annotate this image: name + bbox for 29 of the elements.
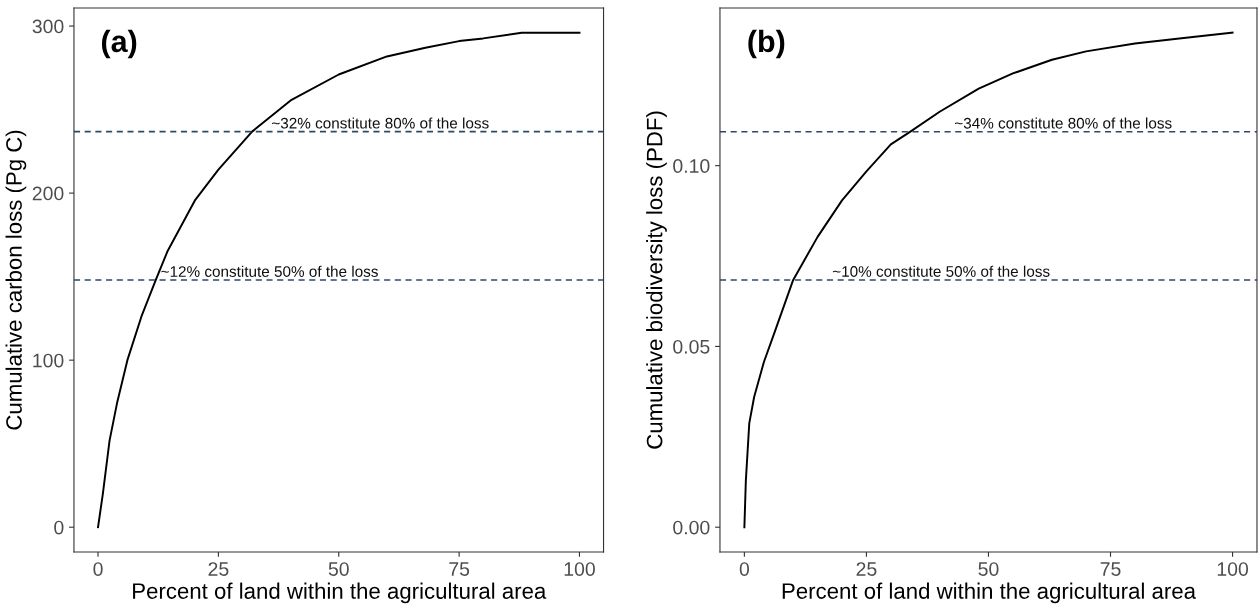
- line-series: [97, 31, 581, 529]
- x-tick-label: 100: [564, 562, 595, 576]
- text: (a): [101, 29, 137, 59]
- x-tick-label: 50: [978, 562, 999, 576]
- x-tick-label: 0: [739, 562, 750, 576]
- x-tick-label: 50: [328, 562, 349, 576]
- line-series: [743, 31, 1234, 529]
- y-tick-label: 0: [54, 520, 64, 535]
- text: (b): [748, 29, 785, 59]
- x-tick-label: 25: [208, 562, 229, 576]
- x-axis-title: Percent of land within the agricultural area: [133, 582, 547, 604]
- y-tick-label: 300: [32, 19, 64, 34]
- x-tick-label: 25: [856, 562, 877, 576]
- y-tick-label: 100: [33, 353, 64, 368]
- y-tick-label: 0.00: [673, 520, 710, 535]
- y-tick-label: 0.10: [673, 159, 710, 173]
- annotation: ~34% constitute 80% of the loss: [954, 117, 1172, 129]
- y-tick-label: 200: [32, 186, 64, 201]
- y-tick-label: 0.05: [673, 339, 710, 354]
- x-tick-label: 100: [1217, 562, 1249, 576]
- x-tick-label: 75: [1100, 562, 1121, 576]
- x-tick-label: 0: [93, 562, 103, 576]
- annotation: ~12% constitute 50% of the loss: [161, 265, 378, 277]
- annotation: ~32% constitute 80% of the loss: [272, 117, 489, 129]
- x-tick-label: 75: [449, 562, 470, 576]
- y-axis-title: Cumulative carbon loss (Pg C): [5, 130, 27, 430]
- annotation: ~10% constitute 50% of the loss: [832, 265, 1050, 277]
- y-axis-title: Cumulative biodiversity loss (PDF): [646, 111, 667, 449]
- x-axis-title: Percent of land within the agricultural area: [782, 582, 1197, 604]
